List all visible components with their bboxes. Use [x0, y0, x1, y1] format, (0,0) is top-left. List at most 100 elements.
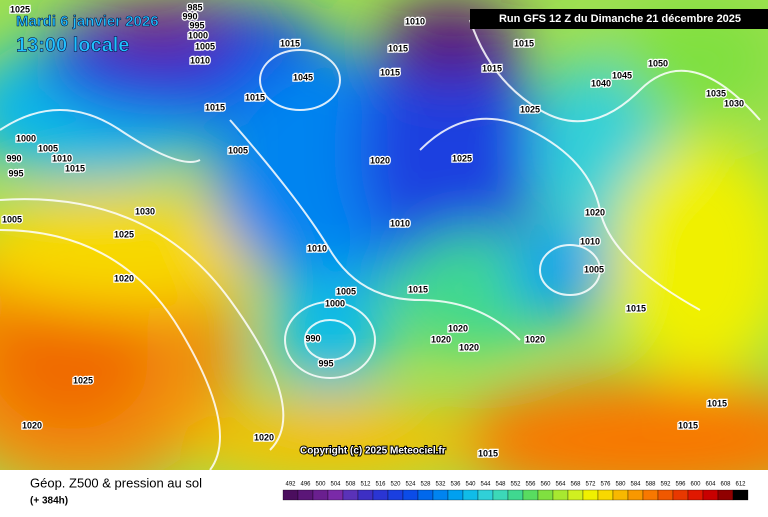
isobar-label: 1015 — [280, 38, 300, 48]
isobar-label: 1010 — [390, 218, 410, 228]
legend-label: 596 — [675, 482, 686, 488]
isobar-label: 990 — [6, 153, 21, 163]
legend-label: 612 — [735, 482, 746, 488]
isobar-label: 1010 — [405, 16, 425, 26]
isobar-label: 1020 — [254, 432, 274, 442]
isobar-label: 1015 — [678, 420, 698, 430]
forecast-date: Mardi 6 janvier 2026 — [16, 13, 159, 30]
legend-swatch — [552, 489, 569, 501]
isobar-label: 1015 — [626, 303, 646, 313]
legend-label: 540 — [465, 482, 476, 488]
isobar-label: 1000 — [325, 298, 345, 308]
legend-swatch — [687, 489, 704, 501]
legend-label: 508 — [345, 482, 356, 488]
legend-swatch — [522, 489, 539, 501]
isobar-label: 1020 — [525, 334, 545, 344]
isobar-label: 1030 — [135, 206, 155, 216]
isobar-label: 1020 — [459, 342, 479, 352]
legend-label: 552 — [510, 482, 521, 488]
legend-swatch — [492, 489, 509, 501]
run-box — [470, 9, 768, 29]
isobar-label: 1045 — [293, 72, 313, 82]
legend-label: 588 — [645, 482, 656, 488]
isobar-label: 1015 — [65, 163, 85, 173]
legend-label: 568 — [570, 482, 581, 488]
run-info: Run GFS 12 Z du Dimanche 21 décembre 202… — [499, 13, 741, 25]
legend-swatch — [477, 489, 494, 501]
legend-label: 572 — [585, 482, 596, 488]
isobar-label: 1005 — [195, 41, 215, 51]
legend-label: 592 — [660, 482, 671, 488]
isobar-label: 985 — [187, 2, 202, 12]
legend-swatch — [312, 489, 329, 501]
legend-label: 544 — [480, 482, 491, 488]
legend-label: 556 — [525, 482, 536, 488]
isobar-label: 1025 — [114, 229, 134, 239]
legend-label: 580 — [615, 482, 626, 488]
isobar-label: 1005 — [584, 264, 604, 274]
isobar-label: 1005 — [228, 145, 248, 155]
legend-swatch — [402, 489, 419, 501]
footer-title: Géop. Z500 & pression au sol — [30, 475, 202, 490]
legend-swatch — [642, 489, 659, 501]
isobar-label: 1050 — [648, 58, 668, 68]
legend-swatch — [732, 489, 749, 501]
legend-label: 512 — [360, 482, 371, 488]
copyright: Copyright (c) 2025 Meteociel.fr — [300, 446, 446, 457]
isobar-label: 1010 — [190, 55, 210, 65]
isobar-label: 1010 — [580, 236, 600, 246]
isobar-label: 1015 — [408, 284, 428, 294]
legend-swatch — [342, 489, 359, 501]
legend-swatch — [462, 489, 479, 501]
isobar-label: 1000 — [16, 133, 36, 143]
legend-label: 496 — [300, 482, 311, 488]
legend-label: 528 — [420, 482, 431, 488]
legend-swatch — [717, 489, 734, 501]
isobar-label: 1025 — [452, 153, 472, 163]
isobar-labels: 1025 985990995100010051010101010151045101… — [1, 1, 746, 460]
isobar-label: 1025 — [73, 375, 93, 385]
legend-label: 600 — [690, 482, 701, 488]
isobar-label: 1020 — [448, 323, 468, 333]
isobar-label: 990 — [305, 333, 320, 343]
isobar-label: 1030 — [724, 98, 744, 108]
isobar-label: 1005 — [38, 143, 58, 153]
legend-swatch — [612, 489, 629, 501]
isobar-label: 995 — [318, 358, 333, 368]
isobar-label: 1015 — [245, 92, 265, 102]
isobar-label: 1015 — [478, 448, 498, 458]
legend-label: 504 — [330, 482, 341, 488]
legend-swatch — [282, 489, 299, 501]
legend-swatch — [417, 489, 434, 501]
isobar-label: 995 — [8, 168, 23, 178]
legend-label: 500 — [315, 482, 326, 488]
isobar-label: 1025 — [520, 104, 540, 114]
forecast-time: 13:00 locale — [16, 34, 129, 56]
legend-swatch — [357, 489, 374, 501]
legend-label: 564 — [555, 482, 566, 488]
geopotential-field — [0, 0, 768, 500]
legend-swatch — [447, 489, 464, 501]
legend-label: 576 — [600, 482, 611, 488]
legend-swatch — [537, 489, 554, 501]
legend-label: 604 — [705, 482, 716, 488]
isobar-label: 1035 — [706, 88, 726, 98]
isobar-label: 1020 — [585, 207, 605, 217]
isobar-label: 1020 — [22, 420, 42, 430]
legend-label: 608 — [720, 482, 731, 488]
isobar-label: 995 — [189, 20, 204, 30]
isobar-label: 1015 — [380, 67, 400, 77]
isobar-label: 1000 — [188, 30, 208, 40]
legend-label: 536 — [450, 482, 461, 488]
isobar-label: 1040 — [591, 78, 611, 88]
isobar-label: 1020 — [431, 334, 451, 344]
legend-swatch — [567, 489, 584, 501]
legend-label: 516 — [375, 482, 386, 488]
isobar-label: 1005 — [2, 214, 22, 224]
legend: 492 496 500 504 508 512 516 520 524 528 532 536 540 5… — [282, 482, 749, 501]
legend-swatch — [432, 489, 449, 501]
isobar-label: 1025 — [10, 4, 30, 14]
legend-swatch — [657, 489, 674, 501]
legend-swatch — [387, 489, 404, 501]
